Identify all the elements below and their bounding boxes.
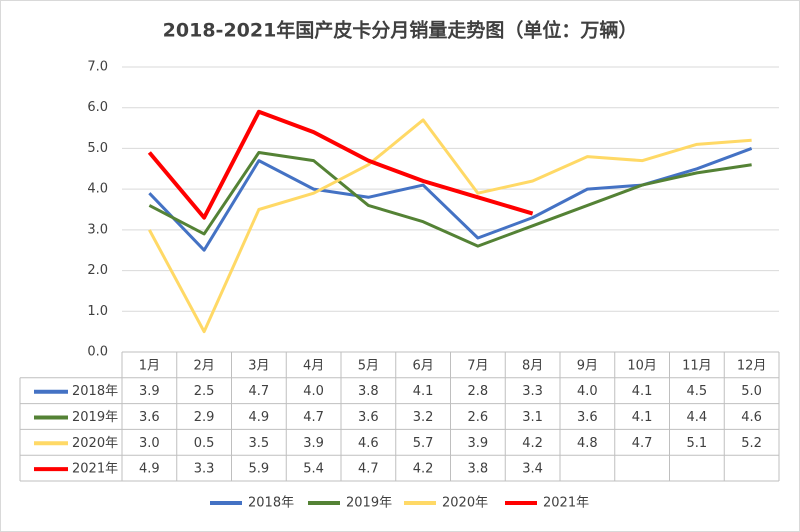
table-cell: 2.9 [194,410,215,425]
table-cell: 4.6 [741,410,762,425]
table-cell: 3.0 [139,436,160,451]
x-tick-label: 4月 [303,358,324,373]
table-cell: 5.7 [413,436,434,451]
line-series [148,118,752,334]
table-cell: 4.7 [358,462,379,477]
table-cell: 0.5 [194,436,215,451]
y-tick-label: 7.0 [87,60,108,75]
table-cell: 3.9 [139,384,160,399]
table-cell: 5.2 [741,436,762,451]
y-tick-label: 5.0 [87,141,108,156]
legend-label: 2019年 [346,496,392,511]
table-cell: 4.0 [303,384,324,399]
line-series [148,151,752,248]
table-row-label: 2018年 [72,384,118,399]
table-row-label: 2019年 [72,410,118,425]
table-cell: 5.1 [687,436,708,451]
table-cell: 3.1 [522,410,543,425]
line-series [147,109,534,220]
table-cell: 3.5 [249,436,270,451]
table-cell: 3.9 [468,436,489,451]
x-tick-label: 12月 [737,358,767,373]
x-tick-label: 6月 [412,358,433,373]
table-cell: 3.6 [358,410,379,425]
x-tick-label: 8月 [522,358,543,373]
table-row-label: 2020年 [72,436,118,451]
x-tick-label: 10月 [627,358,657,373]
y-tick-label: 4.0 [87,182,108,197]
table-cell: 4.1 [413,384,434,399]
table-row-label: 2021年 [72,462,118,477]
table-cell: 3.6 [577,410,598,425]
table-cell: 4.9 [249,410,270,425]
table-cell: 4.8 [577,436,598,451]
table-cell: 4.6 [358,436,379,451]
x-tick-label: 5月 [358,358,379,373]
table-cell: 2.5 [194,384,215,399]
table-cell: 4.9 [139,462,160,477]
y-tick-label: 1.0 [87,304,108,319]
table-cell: 4.2 [522,436,543,451]
table-cell: 2.8 [468,384,489,399]
table-cell: 2.6 [468,410,489,425]
y-tick-label: 3.0 [87,222,108,237]
y-tick-label: 6.0 [87,100,108,115]
table-cell: 5.4 [303,462,324,477]
x-tick-label: 1月 [139,358,160,373]
table-cell: 4.1 [632,384,653,399]
table-cell: 3.4 [522,462,543,477]
x-tick-label: 3月 [248,358,269,373]
table-cell: 4.0 [577,384,598,399]
y-tick-label: 0.0 [87,345,108,360]
table-cell: 4.5 [687,384,708,399]
legend-label: 2018年 [248,496,294,511]
x-tick-label: 11月 [682,358,712,373]
table-cell: 5.9 [249,462,270,477]
table-cell: 4.7 [632,436,653,451]
table-cell: 3.3 [522,384,543,399]
y-tick-label: 2.0 [87,263,108,278]
x-tick-label: 7月 [467,358,488,373]
table-cell: 4.4 [687,410,708,425]
x-tick-label: 2月 [193,358,214,373]
table-cell: 4.7 [303,410,324,425]
chart-title: 2018-2021年国产皮卡分月销量走势图（单位：万辆） [163,19,638,42]
table-cell: 3.8 [468,462,489,477]
table-cell: 4.7 [249,384,270,399]
table-cell: 4.2 [413,462,434,477]
table-cell: 3.2 [413,410,434,425]
table-cell: 3.8 [358,384,379,399]
legend-label: 2020年 [442,496,488,511]
table-cell: 3.3 [194,462,215,477]
table-cell: 4.1 [632,410,653,425]
table-cell: 3.9 [303,436,324,451]
table-cell: 5.0 [741,384,762,399]
x-tick-label: 9月 [577,358,598,373]
table-cell: 3.6 [139,410,160,425]
legend-label: 2021年 [543,496,589,511]
